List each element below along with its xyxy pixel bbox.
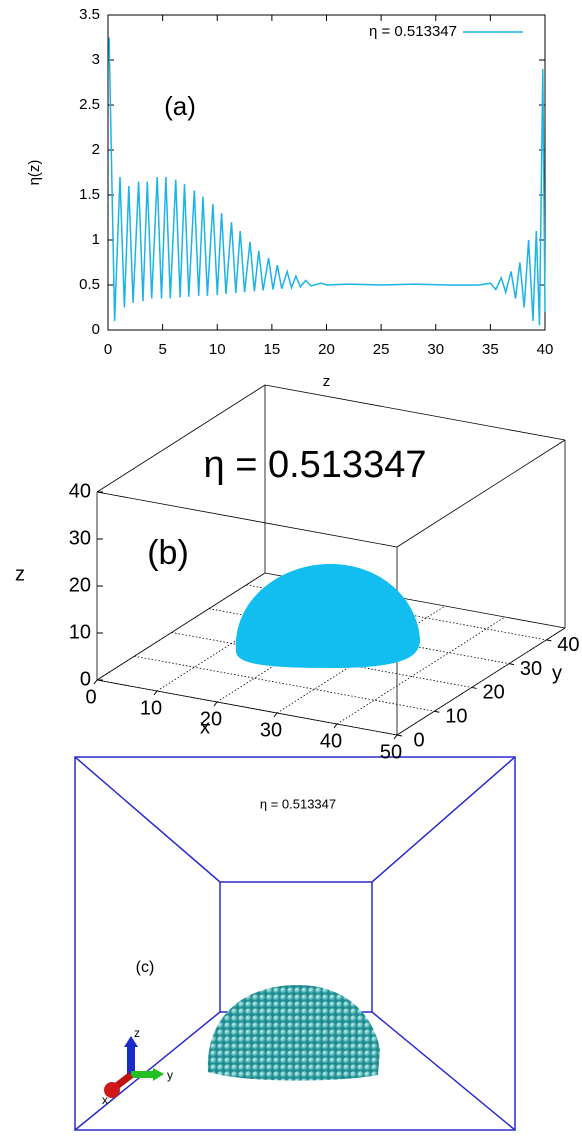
y-tick [509, 664, 514, 665]
x-tick-label: 0 [104, 341, 112, 358]
x-tick [274, 713, 277, 717]
x-tick-label: 40 [320, 730, 342, 752]
rendering-label: (c) [136, 959, 155, 976]
x-tick [94, 680, 97, 684]
box-edge [97, 492, 397, 547]
x-tick-label: 40 [537, 341, 554, 358]
x-tick [394, 735, 397, 739]
legend-label: η = 0.513347 [369, 23, 457, 40]
y-tick-label: 20 [483, 682, 505, 704]
box-edge [265, 385, 565, 440]
chart-title: η = 0.513347 [204, 444, 427, 486]
y-tick-label: 40 [557, 634, 579, 656]
x-tick-label: 10 [140, 697, 162, 719]
axis-label: x [102, 1093, 108, 1107]
particle-cluster [236, 564, 420, 668]
y-tick-label: 3 [92, 51, 100, 68]
x-tick-label: 25 [373, 341, 390, 358]
y-tick-label: 2 [92, 141, 100, 158]
y-tick [472, 687, 477, 688]
axes-triad: z y x [102, 1026, 173, 1107]
x-tick [334, 724, 337, 728]
z-tick-label: 40 [69, 480, 91, 502]
rendering-title: η = 0.513347 [260, 796, 336, 811]
x-tick-label: 50 [380, 741, 402, 763]
particle-cluster [208, 985, 380, 1081]
plot-frame [108, 15, 545, 330]
y-tick-label: 0 [413, 729, 424, 751]
x-tick-label: 5 [158, 341, 166, 358]
x-tick-label: 30 [260, 719, 282, 741]
y-tick [397, 735, 402, 736]
panel-label: (b) [147, 534, 189, 572]
y-tick-label: 1.5 [79, 186, 100, 203]
z-tick-label: 10 [69, 621, 91, 643]
y-tick [546, 640, 551, 641]
y-axis-label: y [552, 662, 562, 684]
z-axis-label: z [15, 563, 25, 585]
line-series [109, 38, 545, 326]
x-tick-label: 35 [482, 341, 499, 358]
axis-label: z [134, 1026, 140, 1040]
x-axis-label: z [323, 373, 331, 390]
y-tick [434, 711, 439, 712]
x-tick-label: 20 [318, 341, 335, 358]
x-tick-label: 10 [209, 341, 226, 358]
y-axis-label: η(z) [26, 160, 43, 186]
axis-label: y [167, 1068, 173, 1082]
rendering-panel: η = 0.513347 (c) z y x [75, 757, 515, 1130]
y-tick-label: 2.5 [79, 96, 100, 113]
x-axis-label: x [200, 716, 210, 738]
y-tick-label: 1 [92, 231, 100, 248]
z-tick-label: 20 [69, 574, 91, 596]
x-tick-label: 30 [427, 341, 444, 358]
z-tick-label: 30 [69, 527, 91, 549]
x-tick [154, 691, 157, 695]
y-tick-label: 30 [520, 658, 542, 680]
x-tick [214, 702, 217, 706]
y-tick-label: 3.5 [79, 6, 100, 23]
y-tick-label: 0 [92, 321, 100, 338]
z-tick-label: 0 [80, 668, 91, 690]
panel-label: (a) [164, 91, 196, 121]
y-tick-label: 10 [445, 706, 467, 728]
figure: η = 0.513347 (c) z y x 0 0.5 1 1.5 2 2.5 3 3.5 0… [0, 0, 582, 1142]
x-tick-label: 15 [264, 341, 281, 358]
y-tick-label: 0.5 [79, 276, 100, 293]
